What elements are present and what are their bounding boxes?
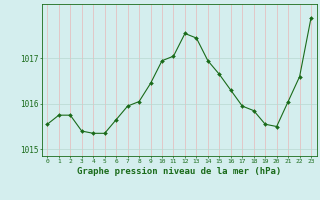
X-axis label: Graphe pression niveau de la mer (hPa): Graphe pression niveau de la mer (hPa): [77, 167, 281, 176]
